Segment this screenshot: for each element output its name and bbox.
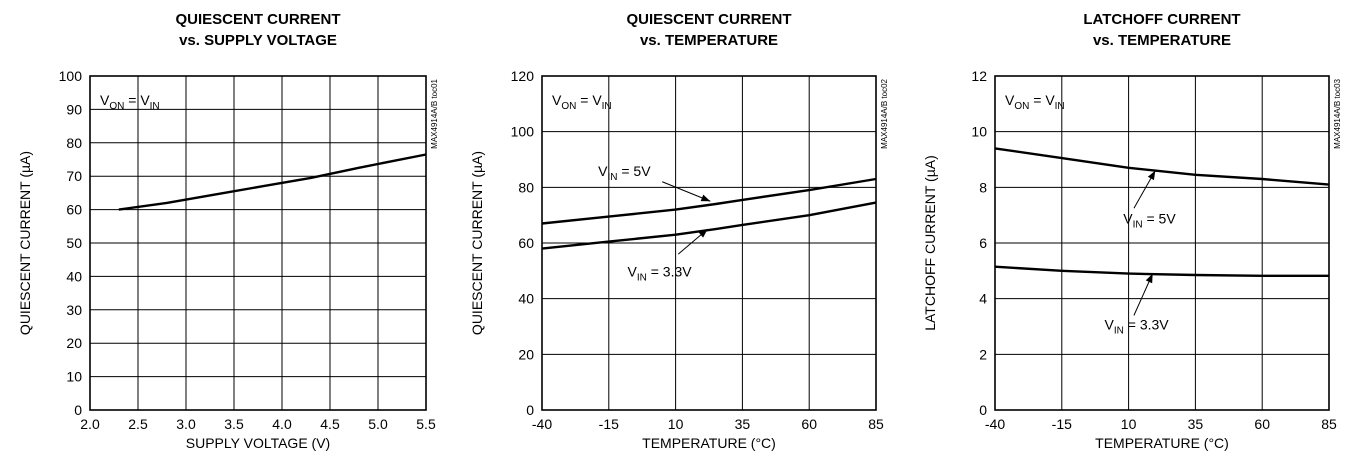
x-tick-label: -40	[985, 416, 1005, 432]
chart-3: LATCHOFF CURRENT vs. TEMPERATURE -40 -15 10 3…	[922, 11, 1342, 451]
x-tick-label: 60	[1254, 416, 1270, 432]
y-tick-label: 6	[979, 235, 987, 251]
x-tick-label: 3.0	[176, 416, 196, 432]
y-axis-label: QUIESCENT CURRENT (µA)	[17, 151, 33, 335]
figure-code: MAX4914A/B toc01	[430, 78, 439, 148]
y-tick-label: 80	[66, 135, 82, 151]
y-tick-label: 60	[518, 235, 534, 251]
chart-1: QUIESCENT CURRENT vs. SUPPLY VOLTAGE 2.0 2.…	[17, 11, 439, 451]
annotation-arrowhead	[698, 229, 708, 238]
series-line-2	[994, 265, 1329, 277]
condition-label: VON = VIN	[1005, 92, 1065, 112]
x-tick-label: -40	[532, 416, 552, 432]
y-tick-label: 100	[511, 124, 535, 140]
x-tick-label: 2.0	[80, 416, 100, 432]
series-line-1	[118, 153, 427, 211]
chart-2: QUIESCENT CURRENT vs. TEMPERATURE -40 -15 10…	[469, 11, 889, 451]
figure-code: MAX4914A/B toc02	[880, 78, 889, 148]
y-tick-label: 2	[979, 346, 987, 362]
series-line-1	[994, 147, 1330, 186]
x-tick-label: 35	[735, 416, 751, 432]
y-tick-label: 40	[518, 291, 534, 307]
annotation-arrowhead	[700, 194, 711, 202]
x-tick-label: 85	[1321, 416, 1337, 432]
y-tick-label: 20	[66, 335, 82, 351]
x-tick-label: 5.5	[416, 416, 436, 432]
x-tick-label: 5.0	[368, 416, 388, 432]
y-tick-label: 80	[518, 179, 534, 195]
x-tick-label: 85	[868, 416, 884, 432]
y-tick-label: 90	[66, 101, 82, 117]
chart-title: QUIESCENT CURRENT	[626, 11, 791, 28]
x-tick-label: 3.5	[224, 416, 244, 432]
x-tick-label: -15	[1052, 416, 1072, 432]
y-tick-label: 120	[511, 68, 535, 84]
condition-label: VON = VIN	[100, 92, 160, 112]
plot-frame	[994, 75, 1330, 411]
y-tick-label: 0	[526, 402, 534, 418]
y-tick-label: 12	[971, 68, 987, 84]
x-tick-label: 35	[1188, 416, 1204, 432]
y-tick-label: 0	[979, 402, 987, 418]
series-line-2	[541, 201, 877, 250]
series-annotation: VIN = 5V	[598, 163, 651, 183]
y-tick-label: 60	[66, 202, 82, 218]
y-tick-label: 10	[66, 369, 82, 385]
chart-subtitle: vs. SUPPLY VOLTAGE	[179, 32, 337, 49]
chart-title: LATCHOFF CURRENT	[1083, 11, 1240, 28]
y-tick-label: 8	[979, 179, 987, 195]
x-tick-label: 2.5	[128, 416, 148, 432]
figure-code: MAX4914A/B toc03	[1333, 78, 1342, 148]
x-tick-label: 10	[1121, 416, 1137, 432]
chart-subtitle: vs. TEMPERATURE	[640, 32, 778, 49]
y-tick-label: 20	[518, 346, 534, 362]
y-tick-label: 0	[74, 402, 82, 418]
x-tick-label: -15	[599, 416, 619, 432]
chart-subtitle: vs. TEMPERATURE	[1093, 32, 1231, 49]
y-tick-label: 100	[59, 68, 83, 84]
series-annotation: VIN = 5V	[1123, 211, 1176, 231]
y-tick-label: 4	[979, 291, 987, 307]
x-axis-label: SUPPLY VOLTAGE (V)	[186, 435, 330, 451]
x-axis-label: TEMPERATURE (°C)	[1095, 435, 1229, 451]
series-line-1	[541, 177, 877, 225]
x-tick-label: 4.0	[272, 416, 292, 432]
series-annotation: VIN = 3.3V	[1105, 316, 1170, 336]
y-tick-label: 40	[66, 268, 82, 284]
y-tick-label: 50	[66, 235, 82, 251]
plot-frame	[541, 75, 877, 411]
y-axis-label: QUIESCENT CURRENT (µA)	[469, 151, 485, 335]
y-tick-label: 30	[66, 302, 82, 318]
y-tick-label: 10	[971, 124, 987, 140]
chart-title: QUIESCENT CURRENT	[175, 11, 340, 28]
x-axis-label: TEMPERATURE (°C)	[642, 435, 776, 451]
annotation-arrowhead	[1145, 273, 1153, 284]
x-tick-label: 60	[801, 416, 817, 432]
series-annotation: VIN = 3.3V	[628, 263, 693, 283]
plot-frame	[89, 75, 427, 411]
y-axis-label: LATCHOFF CURRENT (µA)	[922, 155, 938, 331]
x-tick-label: 4.5	[320, 416, 340, 432]
annotation-arrowhead	[1147, 170, 1156, 181]
condition-label: VON = VIN	[552, 92, 612, 112]
x-tick-label: 10	[668, 416, 684, 432]
y-tick-label: 70	[66, 168, 82, 184]
